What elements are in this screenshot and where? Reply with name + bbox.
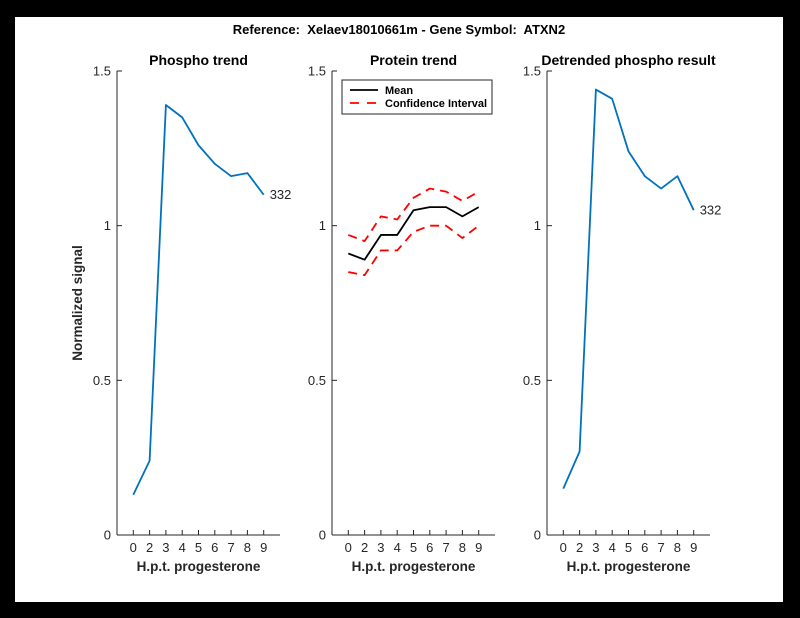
- x-tick-label: 4: [609, 540, 616, 555]
- subplot-title: Detrended phospho result: [541, 52, 716, 68]
- legend-label-mean: Mean: [385, 85, 413, 97]
- subplot-title: Protein trend: [370, 52, 457, 68]
- x-tick-label: 3: [592, 540, 599, 555]
- legend-label-confidence-interval: Confidence Interval: [385, 98, 487, 110]
- x-axis-label: H.p.t. progesterone: [137, 559, 261, 574]
- x-tick-label: 6: [426, 540, 433, 555]
- x-tick-label: 7: [227, 540, 234, 555]
- legend-box: [341, 79, 493, 115]
- series-end-label: 332: [270, 187, 292, 202]
- phospho-line: [132, 104, 265, 496]
- x-tick-label: 9: [475, 540, 482, 555]
- x-tick-label: 8: [459, 540, 466, 555]
- x-tick-label: 3: [377, 540, 384, 555]
- x-tick-label: 0: [130, 540, 137, 555]
- subplot-title: Phospho trend: [149, 52, 248, 68]
- x-tick-label: 7: [442, 540, 449, 555]
- x-tick-label: 4: [394, 540, 401, 555]
- x-tick-label: 2: [361, 540, 368, 555]
- y-tick-label: 1.5: [308, 64, 326, 79]
- x-tick-label: 0: [345, 540, 352, 555]
- x-tick-label: 8: [244, 540, 251, 555]
- x-tick-label: 4: [179, 540, 186, 555]
- y-tick-label: 1.5: [93, 64, 111, 79]
- figure-title: Reference: Xelaev18010661m - Gene Symbol…: [232, 22, 566, 37]
- y-tick-label: 0.5: [93, 373, 111, 388]
- x-tick-label: 9: [690, 540, 697, 555]
- figure-canvas: Reference: Xelaev18010661m - Gene Symbol…: [15, 17, 783, 602]
- y-tick-label: 1: [534, 218, 541, 233]
- x-tick-label: 2: [576, 540, 583, 555]
- mean-line: [347, 206, 480, 261]
- x-axis-label: H.p.t. progesterone: [352, 559, 476, 574]
- x-tick-label: 5: [625, 540, 632, 555]
- x-tick-label: 6: [211, 540, 218, 555]
- x-tick-label: 5: [410, 540, 417, 555]
- x-tick-label: 6: [641, 540, 648, 555]
- series-end-label: 332: [700, 203, 722, 218]
- x-tick-label: 9: [260, 540, 267, 555]
- x-tick-label: 7: [657, 540, 664, 555]
- x-tick-label: 8: [674, 540, 681, 555]
- y-tick-label: 0.5: [308, 373, 326, 388]
- y-tick-label: 0: [534, 528, 541, 543]
- y-tick-label: 0.5: [523, 373, 541, 388]
- x-tick-label: 0: [560, 540, 567, 555]
- x-axis-label: H.p.t. progesterone: [567, 559, 691, 574]
- ci-upper-line: [347, 187, 480, 243]
- y-tick-label: 0: [319, 528, 326, 543]
- x-tick-label: 2: [146, 540, 153, 555]
- ci-lower-line: [348, 224, 480, 277]
- y-axis-label: Normalized signal: [70, 245, 85, 361]
- x-tick-label: 3: [162, 540, 169, 555]
- x-tick-label: 5: [195, 540, 202, 555]
- y-tick-label: 1: [319, 218, 326, 233]
- y-tick-label: 0: [104, 528, 111, 543]
- y-tick-label: 1.5: [523, 64, 541, 79]
- y-tick-label: 1: [104, 218, 111, 233]
- detrended-line: [562, 88, 695, 489]
